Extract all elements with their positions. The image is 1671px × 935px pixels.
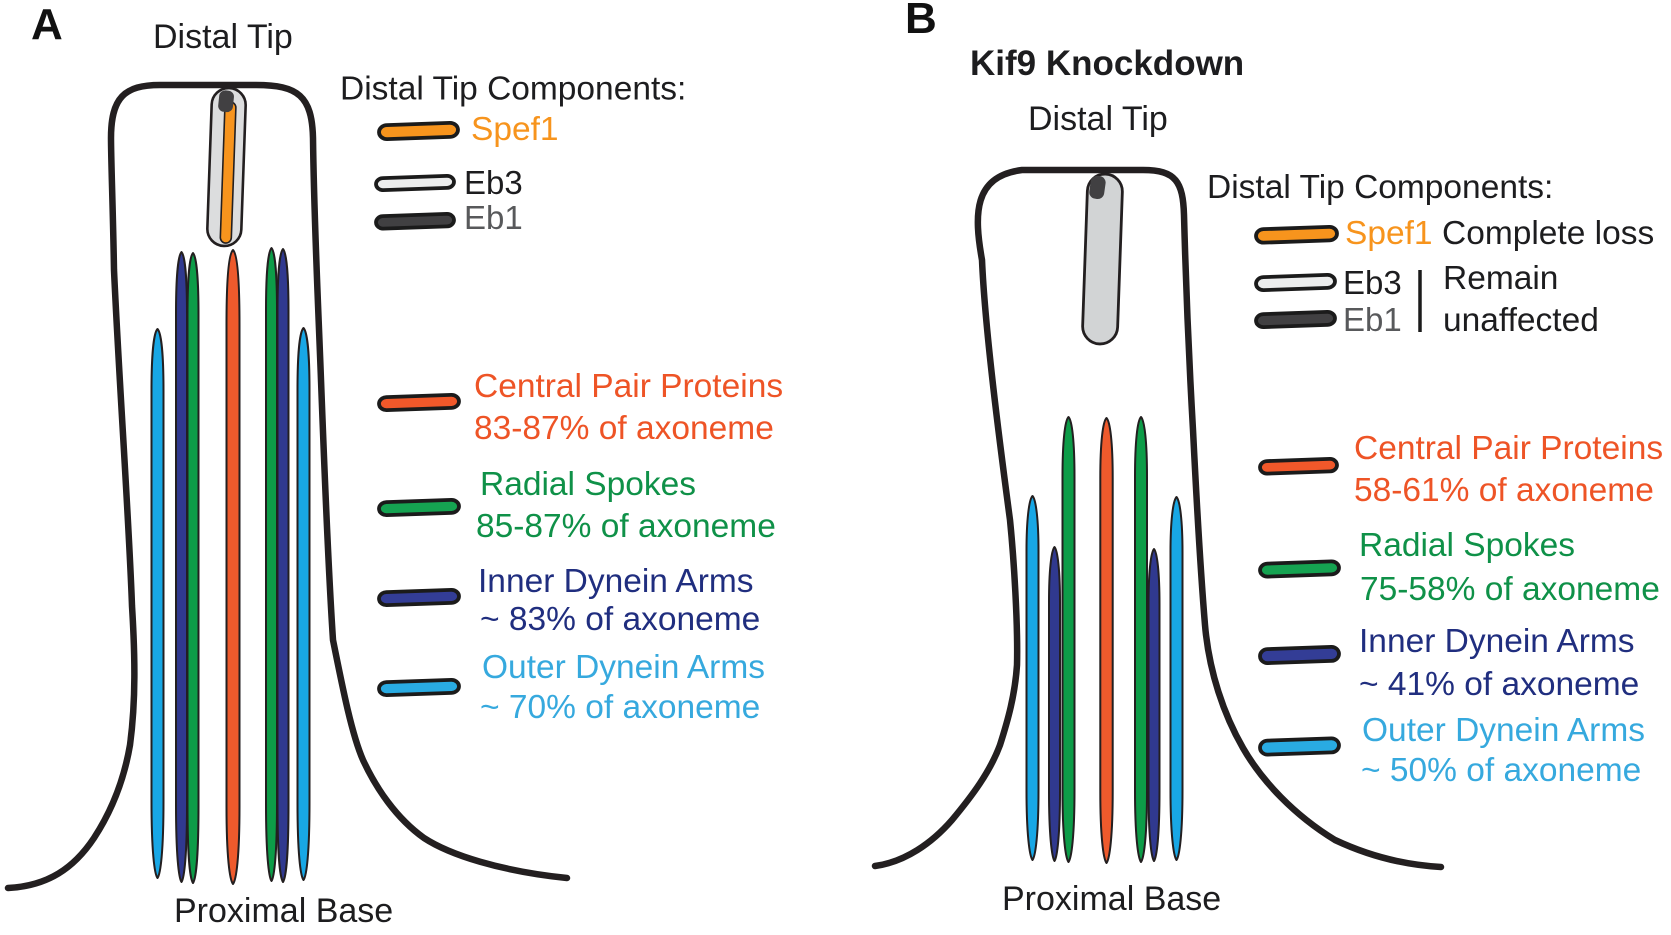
svg-text:Inner Dynein Arms: Inner Dynein Arms [1359, 623, 1635, 660]
svg-text:Complete loss: Complete loss [1442, 215, 1654, 252]
svg-text:Outer Dynein Arms: Outer Dynein Arms [1362, 712, 1645, 749]
svg-text:Distal Tip Components:: Distal Tip Components: [1207, 169, 1553, 206]
svg-text:Outer Dynein Arms: Outer Dynein Arms [482, 649, 765, 686]
svg-text:Radial Spokes: Radial Spokes [480, 466, 696, 503]
svg-text:Spef1: Spef1 [471, 111, 559, 148]
svg-text:Spef1: Spef1 [1345, 215, 1433, 252]
svg-text:Distal Tip Components:: Distal Tip Components: [340, 71, 686, 108]
svg-text:Eb1: Eb1 [464, 199, 523, 236]
svg-text:Kif9 Knockdown: Kif9 Knockdown [970, 44, 1244, 83]
svg-text:~ 70% of axoneme: ~ 70% of axoneme [480, 689, 760, 726]
svg-text:Distal Tip: Distal Tip [153, 18, 293, 56]
svg-text:85-87% of axoneme: 85-87% of axoneme [476, 508, 776, 545]
svg-text:Eb3: Eb3 [1343, 264, 1402, 301]
svg-text:Central Pair Proteins: Central Pair Proteins [1354, 430, 1663, 467]
svg-text:~ 41% of axoneme: ~ 41% of axoneme [1359, 666, 1639, 703]
svg-text:Central Pair Proteins: Central Pair Proteins [474, 368, 783, 405]
svg-text:unaffected: unaffected [1443, 302, 1599, 339]
svg-text:Radial Spokes: Radial Spokes [1359, 527, 1575, 564]
svg-text:A: A [31, 0, 63, 49]
svg-text:Eb3: Eb3 [464, 164, 523, 201]
svg-text:83-87% of axoneme: 83-87% of axoneme [474, 410, 774, 447]
svg-text:Proximal Base: Proximal Base [1002, 880, 1221, 918]
svg-text:Distal Tip: Distal Tip [1028, 100, 1168, 138]
svg-text:~ 50% of axoneme: ~ 50% of axoneme [1361, 752, 1641, 789]
svg-text:B: B [905, 0, 937, 43]
svg-text:58-61% of axoneme: 58-61% of axoneme [1354, 472, 1654, 509]
svg-text:Proximal Base: Proximal Base [174, 892, 393, 930]
svg-text:~ 83% of axoneme: ~ 83% of axoneme [480, 601, 760, 638]
svg-text:Inner Dynein Arms: Inner Dynein Arms [478, 563, 754, 600]
svg-text:Remain: Remain [1443, 260, 1558, 297]
svg-text:Eb1: Eb1 [1343, 301, 1402, 338]
svg-text:75-58% of axoneme: 75-58% of axoneme [1360, 571, 1660, 608]
